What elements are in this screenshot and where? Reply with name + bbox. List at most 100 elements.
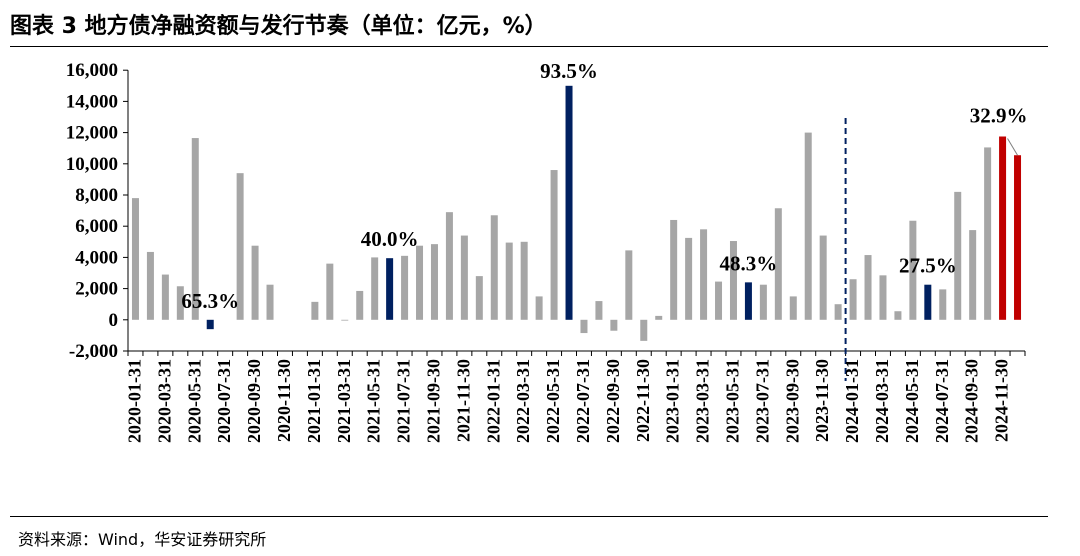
x-tick-label: 2024-07-31 — [932, 359, 952, 443]
bar-2022-07-31 — [580, 319, 588, 334]
bar-2020-06-30 — [206, 319, 214, 330]
x-tick-label: 2022-05-31 — [543, 359, 563, 443]
bar-2024-07-31 — [939, 289, 947, 320]
x-tick-label: 2024-09-30 — [962, 359, 982, 443]
pct-annotation: 27.5% — [899, 254, 957, 278]
bar-2024-03-31 — [879, 275, 887, 320]
bar-2021-03-31 — [341, 319, 349, 321]
bar-2022-05-31 — [550, 170, 558, 320]
x-tick-label: 2020-09-30 — [244, 359, 264, 443]
bar-2021-08-31 — [416, 245, 424, 320]
bar-2021-10-31 — [445, 212, 453, 320]
bar-2024-06-30 — [924, 284, 932, 320]
x-tick-label: 2021-09-30 — [423, 359, 443, 443]
x-tick-label: 2023-07-31 — [752, 359, 772, 443]
bar-2021-05-31 — [371, 257, 379, 320]
bar-2024-02-29 — [864, 255, 872, 320]
bar-2022-09-30 — [610, 319, 618, 331]
bar-2021-01-31 — [311, 301, 319, 320]
x-tick-label: 2024-05-31 — [902, 359, 922, 443]
y-tick-label: 6,000 — [75, 216, 118, 237]
leader-line — [1007, 138, 1018, 156]
bar-2023-08-31 — [774, 208, 782, 320]
x-tick-label: 2021-01-31 — [304, 359, 324, 443]
bar-2022-01-31 — [490, 215, 498, 320]
bar-2022-10-31 — [625, 250, 633, 320]
y-tick-label: 8,000 — [75, 185, 118, 206]
y-tick-label: 10,000 — [66, 154, 118, 175]
chart-title: 图表 3 地方债净融资额与发行节奏（单位：亿元，%） — [10, 14, 547, 39]
bar-2023-12-31 — [834, 304, 842, 320]
bar-2024-10-31 — [984, 147, 992, 320]
bar-2022-11-30 — [640, 319, 648, 341]
top-rule — [10, 46, 1048, 47]
bar-chart: -2,000 0 2,000 4,000 6,000 8,000 10,000 12,000 1… — [66, 59, 1028, 443]
bar-2020-02-29 — [146, 251, 154, 320]
pct-annotation: 40.0% — [361, 227, 419, 251]
bar-2023-09-30 — [789, 296, 797, 320]
bar-2023-05-31 — [729, 241, 737, 320]
x-tick-label: 2022-01-31 — [483, 359, 503, 443]
bar-2023-01-31 — [670, 219, 678, 320]
bar-2020-10-31 — [266, 284, 274, 320]
bar-2023-07-31 — [759, 284, 767, 320]
x-tick-label: 2021-05-31 — [364, 359, 384, 443]
bar-2023-03-31 — [700, 229, 708, 320]
x-tick-label: 2024-11-30 — [992, 359, 1012, 442]
x-tick-label: 2022-07-31 — [573, 359, 593, 443]
bar-2022-04-30 — [535, 296, 543, 320]
pct-annotation: 48.3% — [720, 251, 778, 275]
bar-2021-12-31 — [475, 276, 483, 320]
bar-2023-10-31 — [804, 132, 812, 320]
bar-2021-07-31 — [401, 255, 409, 320]
pct-annotation: 93.5% — [540, 59, 598, 83]
bar-2023-04-30 — [715, 281, 723, 320]
x-tick-label: 2024-01-31 — [842, 359, 862, 443]
bar-2024-04-30 — [894, 311, 902, 320]
bar-2021-09-30 — [430, 244, 438, 320]
y-tick-label: 4,000 — [75, 247, 118, 268]
x-tick-label: 2022-09-30 — [603, 359, 623, 443]
x-tick-label: 2020-07-31 — [214, 359, 234, 443]
bar-2024-09-30 — [969, 230, 977, 320]
bar-2022-08-31 — [595, 301, 603, 320]
bottom-rule — [10, 516, 1048, 517]
bar-2024-08-31 — [954, 191, 962, 320]
bar-2021-04-30 — [356, 290, 364, 320]
x-tick-label: 2021-07-31 — [394, 359, 414, 443]
bar-2020-04-30 — [176, 286, 184, 320]
y-tick-label: 14,000 — [66, 91, 118, 112]
x-tick-label: 2020-01-31 — [124, 359, 144, 443]
bar-2020-09-30 — [251, 245, 259, 320]
x-tick-label: 2023-05-31 — [722, 359, 742, 443]
x-tick-label: 2020-05-31 — [184, 359, 204, 443]
bar-2022-02-28 — [505, 242, 513, 320]
bar-2022-03-31 — [520, 241, 528, 320]
labels-layer: 2020-01-31 2020-03-31 2020-05-31 2020-07-31… — [124, 59, 1027, 443]
bar-2022-12-31 — [655, 315, 663, 320]
x-tick-label: 2023-09-30 — [782, 359, 802, 443]
bar-2020-05-31 — [191, 138, 199, 320]
bar-2023-11-30 — [819, 235, 827, 320]
y-tick-label: 0 — [109, 310, 119, 331]
pct-annotation: 32.9% — [970, 104, 1028, 128]
bar-2024-12-31 — [1014, 155, 1022, 320]
x-tick-label: 2020-03-31 — [154, 359, 174, 443]
bar-2022-06-30 — [565, 85, 573, 320]
x-tick-label: 2023-01-31 — [663, 359, 683, 443]
x-tick-label: 2022-11-30 — [633, 359, 653, 442]
bar-2023-06-30 — [744, 282, 752, 320]
y-tick-label: -2,000 — [69, 341, 118, 362]
bar-2020-01-31 — [131, 198, 139, 320]
x-tick-label: 2021-11-30 — [453, 359, 473, 442]
bar-2021-06-30 — [386, 258, 394, 320]
bar-2024-01-31 — [849, 279, 857, 320]
x-tick-label: 2024-03-31 — [872, 359, 892, 443]
x-tick-label: 2023-11-30 — [812, 359, 832, 442]
bars-layer — [131, 85, 1022, 341]
x-tick-label: 2021-03-31 — [334, 359, 354, 443]
source-note: 资料来源：Wind，华安证券研究所 — [18, 530, 267, 549]
x-tick-label: 2023-03-31 — [693, 359, 713, 443]
y-tick-label: 2,000 — [75, 279, 118, 300]
bar-2024-05-31 — [909, 220, 917, 320]
